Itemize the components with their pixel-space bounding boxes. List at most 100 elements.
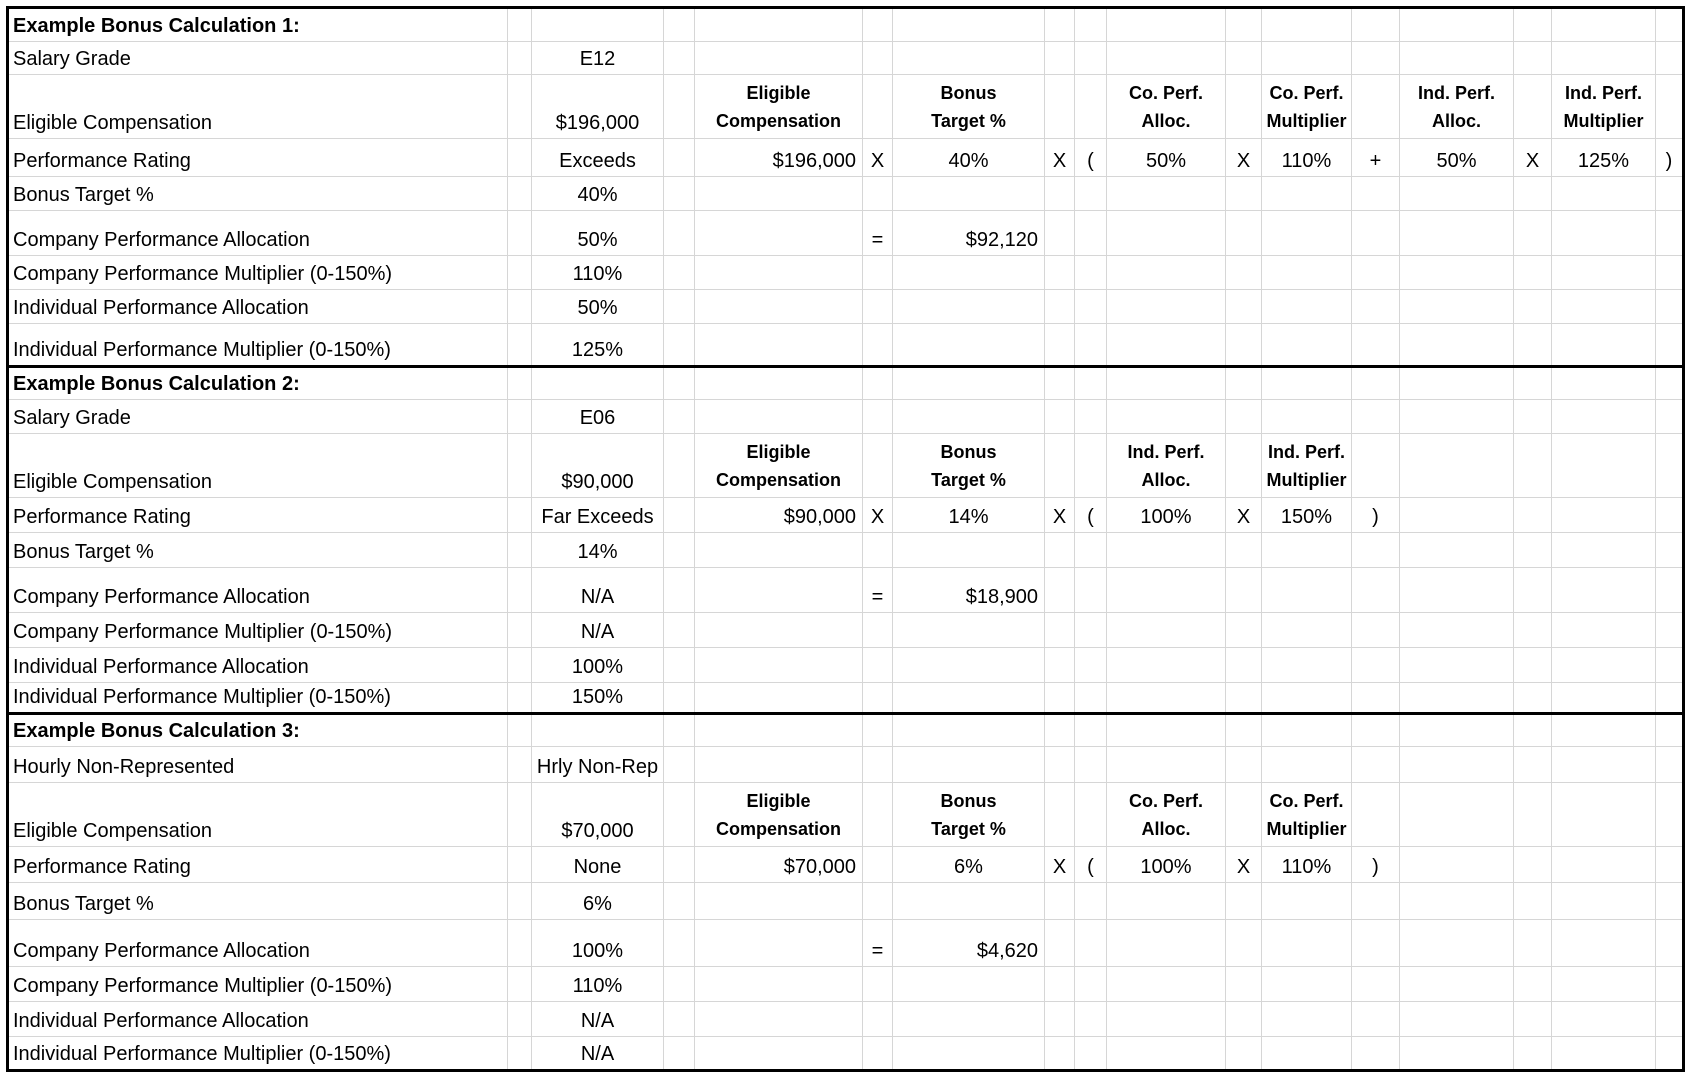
empty-cell xyxy=(1074,255,1107,290)
sheet-row: Salary Grade E06 xyxy=(7,399,1684,434)
empty-cell xyxy=(1225,966,1262,1002)
empty-cell xyxy=(892,41,1045,75)
empty-cell xyxy=(1399,41,1514,75)
section-title-row: Example Bonus Calculation 1: xyxy=(7,7,1684,42)
empty-cell xyxy=(1261,210,1352,256)
sheet-row: Company Performance Allocation 50% = $92,12… xyxy=(7,210,1684,256)
empty-cell xyxy=(1655,399,1684,434)
empty-cell xyxy=(507,41,532,75)
empty-cell xyxy=(1513,176,1552,211)
empty-cell xyxy=(663,41,695,75)
empty-cell xyxy=(1551,682,1656,714)
empty-cell xyxy=(1074,323,1107,367)
empty-cell xyxy=(1551,433,1656,498)
empty-cell xyxy=(694,919,863,967)
empty-cell xyxy=(1655,682,1684,714)
empty-cell xyxy=(1351,966,1400,1002)
calc-cell: X xyxy=(862,497,893,533)
empty-cell xyxy=(1655,782,1684,847)
empty-cell xyxy=(1225,74,1262,139)
empty-cell xyxy=(862,612,893,648)
empty-cell xyxy=(862,882,893,920)
calc-cell: $92,120 xyxy=(892,210,1045,256)
empty-cell xyxy=(1044,782,1075,847)
empty-cell xyxy=(1399,399,1514,434)
empty-cell xyxy=(862,1001,893,1037)
empty-cell xyxy=(892,712,1045,747)
empty-cell xyxy=(1551,1001,1656,1037)
row-label: Eligible Compensation xyxy=(7,433,508,498)
empty-cell xyxy=(1351,176,1400,211)
empty-cell xyxy=(663,74,695,139)
empty-cell xyxy=(1044,532,1075,568)
empty-cell xyxy=(892,532,1045,568)
empty-cell xyxy=(507,712,532,747)
empty-cell xyxy=(1261,966,1352,1002)
empty-cell xyxy=(1551,647,1656,683)
empty-cell xyxy=(1106,399,1226,434)
empty-cell xyxy=(1044,365,1075,400)
empty-cell xyxy=(1655,746,1684,783)
empty-cell xyxy=(1106,41,1226,75)
empty-cell xyxy=(1044,323,1075,367)
empty-cell xyxy=(694,612,863,648)
calc-cell: X xyxy=(1225,138,1262,177)
empty-cell xyxy=(1513,497,1552,533)
calc-cell: $90,000 xyxy=(694,497,863,533)
sheet-row: Bonus Target % 40% xyxy=(7,176,1684,211)
empty-cell xyxy=(1551,966,1656,1002)
empty-cell xyxy=(1225,433,1262,498)
empty-cell xyxy=(507,289,532,324)
empty-cell xyxy=(1551,882,1656,920)
empty-cell xyxy=(1074,7,1107,42)
empty-cell xyxy=(1106,365,1226,400)
sheet-row: Eligible Compensation $70,000 Eligible Com… xyxy=(7,782,1684,847)
empty-cell xyxy=(862,712,893,747)
sheet-row: Company Performance Allocation N/A = $18,90… xyxy=(7,567,1684,613)
empty-cell xyxy=(1074,612,1107,648)
empty-cell xyxy=(1261,399,1352,434)
calc-cell: X xyxy=(1513,138,1552,177)
empty-cell xyxy=(1351,712,1400,747)
sheet-row: Company Performance Allocation 100% = $4,62… xyxy=(7,919,1684,967)
empty-cell xyxy=(694,746,863,783)
empty-cell xyxy=(507,1036,532,1071)
empty-cell xyxy=(1351,41,1400,75)
empty-cell xyxy=(507,966,532,1002)
calc-cell: 100% xyxy=(1106,497,1226,533)
empty-cell xyxy=(1106,567,1226,613)
row-label: Company Performance Allocation xyxy=(7,919,508,967)
empty-cell xyxy=(1074,289,1107,324)
empty-cell xyxy=(1044,210,1075,256)
empty-cell xyxy=(1106,919,1226,967)
empty-cell xyxy=(663,138,695,177)
empty-cell xyxy=(1655,41,1684,75)
empty-cell xyxy=(1261,919,1352,967)
empty-cell xyxy=(1655,712,1684,747)
empty-cell xyxy=(507,7,532,42)
calc-header: Ind. Perf. Multiplier xyxy=(1261,433,1352,498)
row-label: Performance Rating xyxy=(7,138,508,177)
empty-cell xyxy=(1261,567,1352,613)
empty-cell xyxy=(892,365,1045,400)
empty-cell xyxy=(1399,255,1514,290)
empty-cell xyxy=(862,846,893,883)
empty-cell xyxy=(1225,919,1262,967)
empty-cell xyxy=(862,782,893,847)
empty-cell xyxy=(1106,1036,1226,1071)
empty-cell xyxy=(1261,746,1352,783)
empty-cell xyxy=(507,210,532,256)
empty-cell xyxy=(1399,846,1514,883)
row-value: E06 xyxy=(531,399,664,434)
empty-cell xyxy=(694,255,863,290)
bonus-calculation-spreadsheet: Example Bonus Calculation 1: Salary Grade… xyxy=(6,6,1685,1072)
empty-cell xyxy=(1513,74,1552,139)
empty-cell xyxy=(1551,497,1656,533)
empty-cell xyxy=(1225,782,1262,847)
empty-cell xyxy=(1655,532,1684,568)
calc-cell: = xyxy=(862,919,893,967)
empty-cell xyxy=(663,682,695,714)
empty-cell xyxy=(1351,1036,1400,1071)
empty-cell xyxy=(1225,210,1262,256)
empty-cell xyxy=(1399,782,1514,847)
